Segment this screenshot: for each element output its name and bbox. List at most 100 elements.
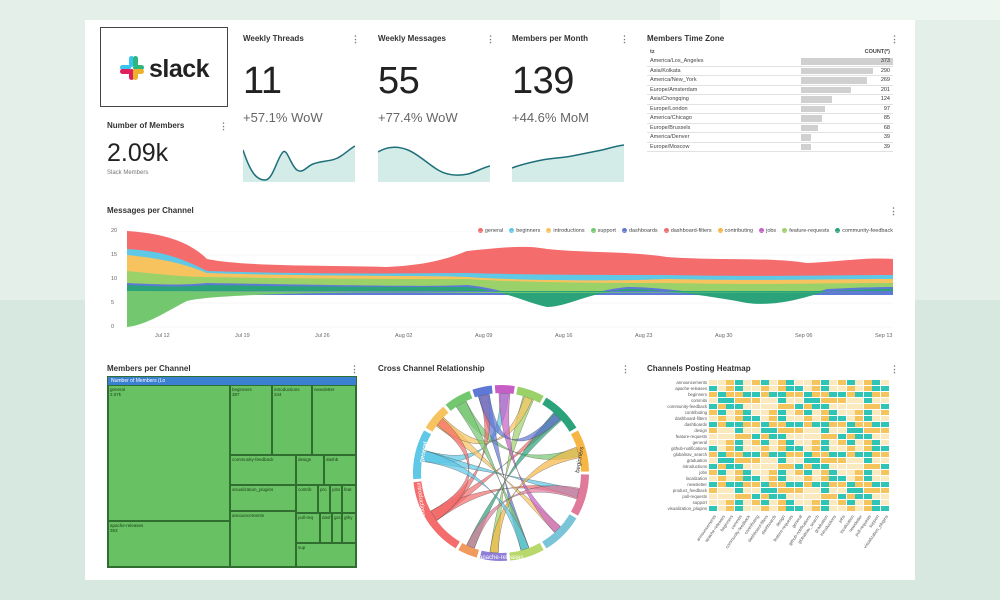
heatmap-cell[interactable] <box>820 440 829 446</box>
heatmap-cell[interactable] <box>760 464 769 470</box>
heatmap-cell[interactable] <box>709 488 717 494</box>
chord-arc[interactable] <box>425 406 449 432</box>
heatmap-cell[interactable] <box>829 494 838 500</box>
heatmap-cell[interactable] <box>709 380 717 386</box>
heatmap-cell[interactable] <box>760 488 769 494</box>
heatmap-cell[interactable] <box>872 398 881 404</box>
heatmap-cell[interactable] <box>803 500 812 506</box>
heatmap-cell[interactable] <box>734 428 743 434</box>
heatmap-cell[interactable] <box>752 392 760 398</box>
heatmap-cell[interactable] <box>777 428 786 434</box>
heatmap-cell[interactable] <box>795 440 803 446</box>
heatmap-cell[interactable] <box>820 404 829 410</box>
heatmap-cell[interactable] <box>820 452 829 458</box>
treemap-cell[interactable]: jobs <box>330 485 342 513</box>
heatmap-cell[interactable] <box>769 500 778 506</box>
heatmap-cell[interactable] <box>752 404 760 410</box>
heatmap-cell[interactable] <box>734 476 743 482</box>
heatmap-cell[interactable] <box>786 500 795 506</box>
heatmap-cell[interactable] <box>846 386 855 392</box>
heatmap-cell[interactable] <box>881 506 889 512</box>
heatmap-cell[interactable] <box>846 410 855 416</box>
heatmap-cell[interactable] <box>786 506 795 512</box>
heatmap-cell[interactable] <box>855 446 864 452</box>
heatmap-cell[interactable] <box>846 380 855 386</box>
heatmap-cell[interactable] <box>829 452 838 458</box>
heatmap-cell[interactable] <box>743 392 752 398</box>
heatmap-cell[interactable] <box>863 380 872 386</box>
heatmap-cell[interactable] <box>803 392 812 398</box>
heatmap-cell[interactable] <box>872 452 881 458</box>
heatmap-cell[interactable] <box>717 446 726 452</box>
heatmap-cell[interactable] <box>855 380 864 386</box>
heatmap-cell[interactable] <box>820 476 829 482</box>
chord-arc[interactable] <box>413 481 460 549</box>
heatmap-cell[interactable] <box>795 392 803 398</box>
heatmap-cell[interactable] <box>812 416 821 422</box>
heatmap-cell[interactable] <box>855 398 864 404</box>
heatmap-cell[interactable] <box>743 428 752 434</box>
heatmap-cell[interactable] <box>743 386 752 392</box>
heatmap-cell[interactable] <box>855 434 864 440</box>
heatmap-cell[interactable] <box>881 410 889 416</box>
heatmap-cell[interactable] <box>769 404 778 410</box>
heatmap-cell[interactable] <box>734 500 743 506</box>
heatmap-cell[interactable] <box>777 494 786 500</box>
heatmap-cell[interactable] <box>734 464 743 470</box>
heatmap-cell[interactable] <box>803 482 812 488</box>
heatmap-cell[interactable] <box>881 398 889 404</box>
heatmap-cell[interactable] <box>726 488 735 494</box>
heatmap-cell[interactable] <box>709 434 717 440</box>
heatmap-cell[interactable] <box>872 392 881 398</box>
heatmap-cell[interactable] <box>760 416 769 422</box>
heatmap-cell[interactable] <box>760 506 769 512</box>
heatmap-cell[interactable] <box>846 392 855 398</box>
heatmap-cell[interactable] <box>803 434 812 440</box>
heatmap-cell[interactable] <box>786 386 795 392</box>
treemap-cell[interactable]: pro <box>318 485 330 513</box>
heatmap-cell[interactable] <box>717 458 726 464</box>
heatmap-cell[interactable] <box>872 434 881 440</box>
heatmap-cell[interactable] <box>846 446 855 452</box>
heatmap-cell[interactable] <box>838 392 846 398</box>
legend-item-dashboard-filters[interactable]: dashboard-filters <box>663 228 712 234</box>
heatmap-cell[interactable] <box>786 446 795 452</box>
heatmap-cell[interactable] <box>777 488 786 494</box>
heatmap-cell[interactable] <box>803 470 812 476</box>
heatmap-cell[interactable] <box>795 404 803 410</box>
members-menu-icon[interactable]: ⋮ <box>219 121 228 131</box>
heatmap-cell[interactable] <box>726 428 735 434</box>
heatmap-cell[interactable] <box>855 386 864 392</box>
heatmap-cell[interactable] <box>881 476 889 482</box>
heatmap-cell[interactable] <box>803 476 812 482</box>
heatmap-cell[interactable] <box>803 398 812 404</box>
heatmap-cell[interactable] <box>803 410 812 416</box>
heatmap-cell[interactable] <box>855 482 864 488</box>
heatmap-cell[interactable] <box>838 434 846 440</box>
heatmap-cell[interactable] <box>795 470 803 476</box>
legend-item-beginners[interactable]: beginners <box>509 228 540 234</box>
heatmap-cell[interactable] <box>777 458 786 464</box>
chord-arc[interactable] <box>570 474 589 516</box>
heatmap-cell[interactable] <box>863 476 872 482</box>
heatmap-cell[interactable] <box>872 458 881 464</box>
heatmap-cell[interactable] <box>709 398 717 404</box>
heatmap-cell[interactable] <box>743 398 752 404</box>
heatmap-cell[interactable] <box>803 452 812 458</box>
heatmap-cell[interactable] <box>760 392 769 398</box>
heatmap-cell[interactable] <box>812 470 821 476</box>
heatmap-cell[interactable] <box>709 452 717 458</box>
heatmap-cell[interactable] <box>777 398 786 404</box>
heatmap-cell[interactable] <box>786 380 795 386</box>
heatmap-cell[interactable] <box>863 392 872 398</box>
heatmap-cell[interactable] <box>726 500 735 506</box>
heatmap-cell[interactable] <box>838 398 846 404</box>
heatmap-cell[interactable] <box>786 464 795 470</box>
heatmap-cell[interactable] <box>760 446 769 452</box>
heatmap-cell[interactable] <box>760 404 769 410</box>
heatmap-cell[interactable] <box>786 398 795 404</box>
heatmap-cell[interactable] <box>717 380 726 386</box>
treemap-cell[interactable]: announcements <box>230 511 296 567</box>
heatmap-cell[interactable] <box>838 440 846 446</box>
heatmap-cell[interactable] <box>855 470 864 476</box>
